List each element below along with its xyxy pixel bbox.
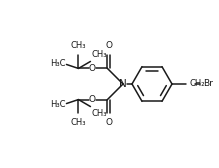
Text: O: O	[89, 64, 96, 73]
Text: CH₃: CH₃	[92, 109, 107, 118]
Text: O: O	[89, 95, 96, 104]
Text: CH₂: CH₂	[189, 79, 205, 89]
Text: CH₃: CH₃	[71, 41, 86, 50]
Text: Br: Br	[203, 79, 213, 89]
Text: H₃C: H₃C	[50, 59, 65, 68]
Text: O: O	[105, 41, 112, 50]
Text: CH₃: CH₃	[71, 118, 86, 127]
Text: O: O	[105, 118, 112, 127]
Text: N: N	[119, 79, 127, 89]
Text: H₃C: H₃C	[50, 100, 65, 109]
Text: CH₃: CH₃	[92, 50, 107, 59]
